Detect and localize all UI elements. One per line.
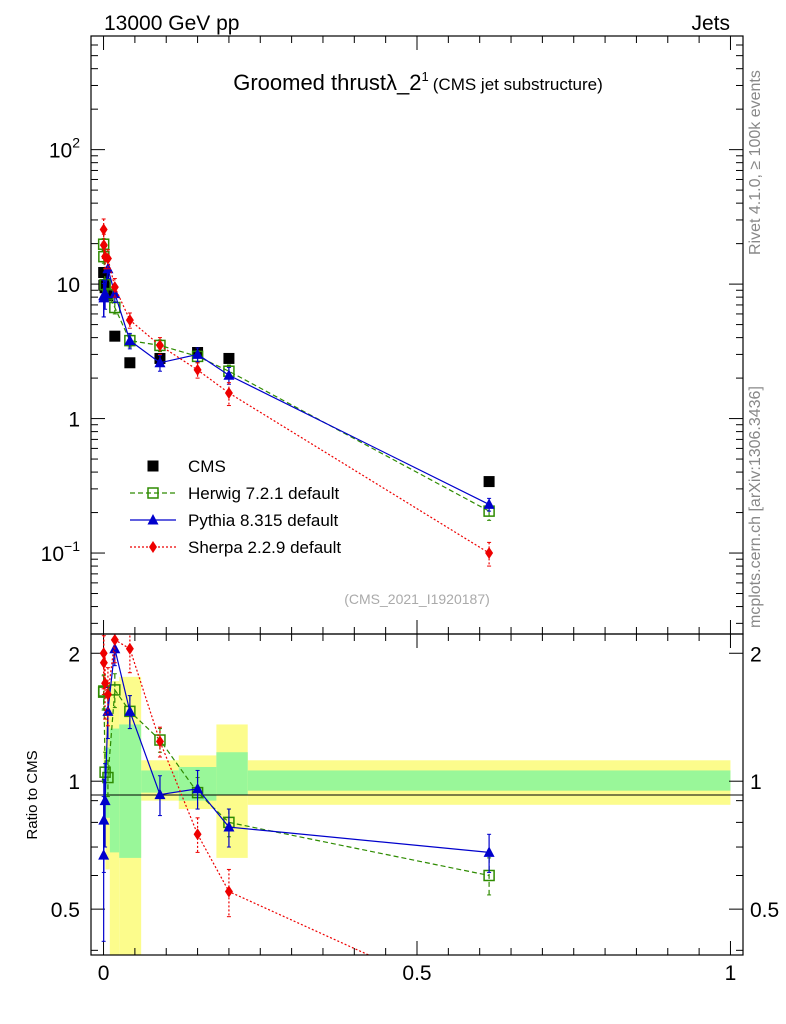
legend-item-herwig: Herwig 7.2.1 default <box>130 484 339 503</box>
data-point <box>149 541 157 553</box>
data-point <box>102 771 114 784</box>
plot-title: Groomed thrustλ_21 (CMS jet substructure) <box>233 69 603 95</box>
data-point <box>193 828 202 841</box>
cms-series <box>98 266 495 488</box>
legend-label: Sherpa 2.2.9 default <box>188 538 341 557</box>
y-tick-label: 10−1 <box>41 538 81 566</box>
data-point <box>99 239 108 252</box>
data-point <box>147 514 159 525</box>
main-panel: 10−1 1 10 102 Groomed thrustλ_21 (CMS jet su… <box>41 35 744 635</box>
pythia-series <box>98 259 495 512</box>
data-point <box>124 705 136 716</box>
x-tick-label: 0.5 <box>402 962 431 985</box>
data-point <box>192 348 204 359</box>
main-series <box>97 218 495 567</box>
data-point <box>147 487 159 499</box>
data-point <box>223 369 235 380</box>
herwig-line <box>103 244 490 512</box>
sherpa-series <box>99 218 494 567</box>
data-point <box>124 334 136 346</box>
legend-item-cms: CMS <box>147 457 226 476</box>
data-point <box>99 656 108 669</box>
ratio-y-tick-label-left: 1 <box>68 771 80 794</box>
data-point <box>98 814 110 825</box>
main-ticks: 10−1 1 10 102 <box>41 35 743 634</box>
data-point <box>154 356 166 368</box>
data-point <box>193 363 202 376</box>
analysis-id: (CMS_2021_I1920187) <box>344 591 490 607</box>
x-tick-label: 1 <box>725 962 737 985</box>
ratio-frame <box>90 633 744 956</box>
x-tick-label: 0 <box>98 962 110 985</box>
data-point <box>483 498 495 509</box>
data-point <box>154 788 166 800</box>
mcplots-reference-label: mcplots.cern.ch [arXiv:1306.3436] <box>747 386 764 628</box>
data-point <box>124 357 136 369</box>
ratio-y-tick-label-right: 0.5 <box>750 899 779 922</box>
data-point <box>103 252 112 265</box>
data-point <box>483 846 495 857</box>
ratio-y-tick-label-left: 2 <box>68 643 80 666</box>
legend-label: CMS <box>188 457 226 476</box>
data-point <box>147 460 159 472</box>
data-point <box>102 262 114 274</box>
y-tick-label: 1 <box>68 409 80 432</box>
data-point <box>224 885 233 898</box>
band-inner <box>216 752 248 795</box>
data-point <box>125 642 134 655</box>
legend-item-sherpa: Sherpa 2.2.9 default <box>130 538 341 557</box>
data-point <box>99 223 108 236</box>
ratio-panel: 0.5 0.5 1 1 2 2 0 0.5 1 Ratio to CMS <box>24 633 779 1016</box>
legend-item-pythia: Pythia 8.315 default <box>130 511 339 530</box>
band-inner <box>247 770 731 791</box>
data-point <box>483 476 495 488</box>
data-point <box>102 705 114 716</box>
data-point <box>110 281 119 294</box>
pythia-line <box>103 268 490 505</box>
data-point <box>485 547 494 560</box>
data-point <box>101 677 110 690</box>
data-point <box>224 386 233 399</box>
data-point <box>99 287 111 299</box>
sherpa-line <box>103 638 371 955</box>
data-point <box>485 1004 493 1016</box>
rivet-version-label: Rivet 4.1.0, ≥ 100k events <box>747 70 764 255</box>
data-point <box>125 314 134 327</box>
ratio-y-tick-label-right: 1 <box>750 771 762 794</box>
data-point <box>155 339 164 352</box>
ratio-y-tick-label-left: 0.5 <box>51 899 80 922</box>
data-point <box>192 782 204 794</box>
ratio-y-tick-label-right: 2 <box>750 643 762 666</box>
legend-label: Herwig 7.2.1 default <box>188 484 339 503</box>
data-point <box>110 634 119 646</box>
data-point <box>99 794 111 806</box>
ratio-ticks: 0.5 0.5 1 1 2 2 0 0.5 1 <box>51 634 779 985</box>
data-point <box>223 821 235 832</box>
pythia-line <box>103 648 490 856</box>
ratio-series <box>97 634 495 1016</box>
data-point <box>103 688 112 701</box>
data-point <box>109 330 121 342</box>
data-point <box>223 352 235 364</box>
band-inner <box>109 728 120 853</box>
y-tick-label: 10 <box>57 274 80 297</box>
y-tick-label: 102 <box>49 135 80 163</box>
process-label: Jets <box>691 12 730 35</box>
ratio-y-axis-label: Ratio to CMS <box>24 750 41 839</box>
band-inner <box>119 724 142 858</box>
legend: CMS Herwig 7.2.1 default Pythia 8.315 defa… <box>130 457 341 557</box>
sherpa-line <box>103 229 490 554</box>
sherpa-series <box>99 634 493 1016</box>
data-point <box>155 735 164 748</box>
legend-label: Pythia 8.315 default <box>188 511 339 530</box>
energy-label: 13000 GeV pp <box>104 12 239 35</box>
